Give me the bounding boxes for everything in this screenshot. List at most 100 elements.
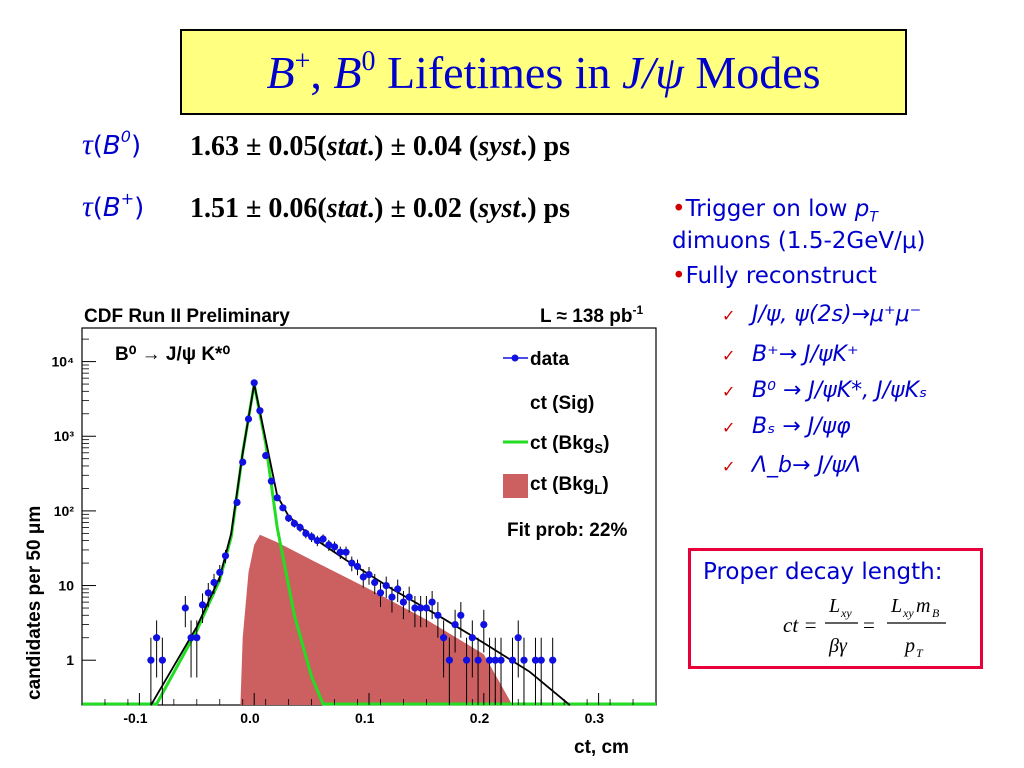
- data-point: [491, 656, 499, 664]
- data-point: [319, 535, 327, 543]
- data-point: [463, 656, 471, 664]
- data-point: [273, 494, 281, 502]
- legend-data-marker: [511, 354, 519, 362]
- data-point: [394, 585, 402, 593]
- x-tick-label: 0.1: [355, 710, 375, 726]
- data-point: [221, 552, 230, 560]
- legend-bkgl: ct (BkgL): [530, 474, 609, 497]
- data-point: [262, 452, 270, 460]
- data-point: [181, 604, 189, 612]
- data-point: [422, 604, 430, 612]
- svg-text:xy: xy: [840, 606, 852, 620]
- data-point: [204, 589, 212, 597]
- data-point: [388, 593, 396, 601]
- svg-text:L: L: [890, 595, 902, 617]
- data-point: [445, 656, 453, 664]
- data-point: [198, 601, 207, 609]
- tau-bplus-value: 1.51 ± 0.06(stat.) ± 0.02 (syst.) ps: [190, 193, 570, 224]
- decay-length-title: Proper decay length:: [703, 559, 943, 585]
- check-icon: ✓: [722, 346, 736, 365]
- data-point: [537, 656, 545, 664]
- fit-prob: Fit prob: 22%: [507, 520, 627, 541]
- data-point: [216, 568, 224, 576]
- check-icon: ✓: [722, 457, 736, 476]
- x-tick-label: 0.0: [240, 710, 260, 726]
- data-point: [520, 656, 528, 664]
- check-icon: ✓: [722, 418, 736, 437]
- tau-b0-value: 1.63 ± 0.05(stat.) ± 0.04 (syst.) ps: [190, 131, 570, 162]
- mode-bplus: B⁺→ J/ψK⁺: [752, 342, 859, 367]
- data-point: [417, 604, 425, 612]
- data-point: [210, 578, 218, 587]
- data-point: [279, 504, 287, 512]
- data-point: [451, 621, 459, 629]
- decay-length-formula: ct = L xy βγ = L xy m B p T: [783, 595, 946, 660]
- tau-b0-label: τ(B0): [82, 127, 142, 161]
- x-axis-label: ct, cm: [574, 737, 629, 758]
- check-icon: ✓: [722, 306, 736, 325]
- data-point: [187, 634, 195, 642]
- data-point: [399, 598, 407, 606]
- data-point: [296, 523, 304, 532]
- mode-lambdab: Λ_b→ J/ψΛ: [752, 453, 861, 478]
- title-jpsi: J/ψ: [622, 46, 684, 98]
- data-point: [342, 548, 350, 556]
- data-point: [244, 415, 253, 423]
- data-point: [348, 559, 356, 567]
- x-tick-label: 0.3: [585, 710, 605, 726]
- decay-label: B⁰ → J/ψ K*⁰: [115, 344, 230, 365]
- y-tick-label: 10: [58, 578, 74, 594]
- svg-text:p: p: [903, 635, 915, 657]
- data-point: [405, 593, 413, 601]
- data-point: [153, 634, 161, 642]
- data-point: [353, 562, 362, 571]
- data-point: [531, 656, 540, 664]
- data-point: [411, 604, 419, 612]
- mode-b0: B⁰ → J/ψK*, J/ψKₛ: [752, 378, 928, 403]
- plot-header-left: CDF Run II Preliminary: [84, 306, 290, 327]
- data-point: [428, 598, 436, 606]
- data-point: [359, 573, 367, 581]
- mode-bs: Bₛ → J/ψφ: [752, 414, 851, 439]
- data-point: [336, 548, 344, 556]
- legend-data: data: [530, 349, 570, 370]
- bullet-trigger: •Trigger on low pT: [672, 196, 878, 226]
- data-point: [371, 578, 379, 587]
- data-point: [382, 582, 390, 590]
- bullet-reconstruct: •Fully reconstruct: [672, 263, 877, 289]
- tau-bplus-label: τ(B+): [82, 189, 145, 223]
- svg-text:m: m: [916, 595, 930, 617]
- data-point: [325, 541, 333, 549]
- data-point: [485, 656, 494, 664]
- mode-jpsi: J/ψ, ψ(2s)→μ⁺μ⁻: [752, 302, 922, 327]
- check-icon: ✓: [722, 382, 736, 401]
- legend: data ct (Sig) ct (BkgS) ct (BkgL) Fit pr…: [503, 349, 627, 541]
- data-point: [267, 477, 275, 485]
- svg-text:B: B: [932, 606, 940, 620]
- decay-length-box: Proper decay length: ct = L xy βγ = L xy…: [688, 548, 983, 669]
- data-point: [365, 571, 373, 579]
- y-axis-label: candidates per 50 μm: [24, 506, 45, 700]
- data-point: [474, 656, 482, 664]
- svg-text:T: T: [916, 646, 924, 660]
- data-point: [468, 634, 476, 642]
- y-tick-label: 1: [66, 652, 74, 668]
- legend-sig: ct (Sig): [530, 393, 594, 414]
- data-point: [233, 498, 241, 506]
- data-point: [147, 656, 155, 664]
- plot-header-right: L ≈ 138 pb-1: [540, 303, 643, 327]
- x-tick-label: -0.1: [123, 710, 147, 726]
- title-b-zero: B: [333, 46, 362, 98]
- svg-text:ct =: ct =: [783, 613, 818, 637]
- data-point: [308, 533, 316, 541]
- y-tick-label: 10³: [54, 428, 75, 444]
- data-point: [549, 656, 557, 664]
- data-point: [302, 529, 310, 537]
- svg-text:βγ: βγ: [828, 635, 848, 657]
- data-point: [480, 621, 488, 629]
- data-point: [256, 407, 264, 415]
- svg-text:xy: xy: [902, 606, 914, 620]
- data-point: [457, 611, 465, 619]
- data-point: [290, 519, 298, 527]
- data-point: [239, 458, 247, 466]
